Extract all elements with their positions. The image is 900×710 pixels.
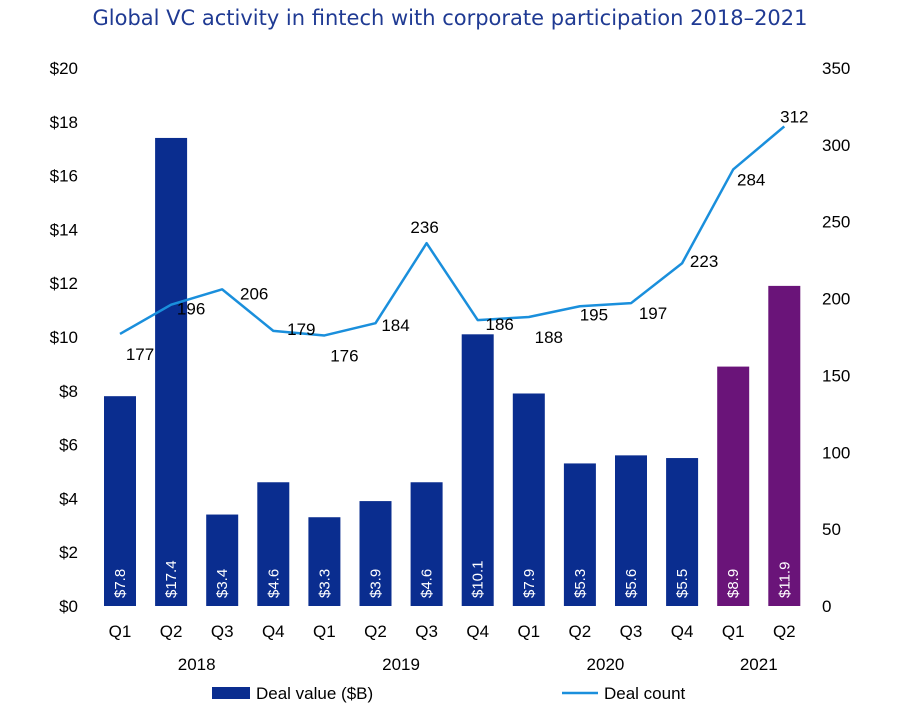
deal-count-label: 197	[639, 304, 667, 323]
deal-count-label: 188	[535, 328, 563, 347]
category-label: Q3	[211, 622, 234, 641]
left-tick-label: $6	[59, 436, 78, 455]
left-tick-label: $2	[59, 543, 78, 562]
left-tick-label: $4	[59, 489, 78, 508]
left-axis: $0 $2 $4 $6 $8 $10 $12 $14 $16 $18 $20	[50, 59, 78, 616]
category-label: Q3	[415, 622, 438, 641]
deal-count-label: 176	[330, 346, 358, 365]
deal-count-label: 179	[287, 320, 315, 339]
deal-value-label: $7.9	[521, 569, 538, 598]
year-label: 2018	[178, 655, 216, 674]
deal-value-bar	[768, 285, 801, 606]
left-tick-label: $8	[59, 382, 78, 401]
right-tick-label: 200	[822, 290, 850, 309]
deal-value-bar	[615, 455, 647, 606]
category-label: Q2	[160, 622, 183, 641]
deal-count-label: 312	[780, 107, 808, 126]
left-tick-label: $20	[50, 59, 78, 78]
bars: $7.8 $17.4 $3.4 $4.6 $3.3 $3.9 $4.6 $10.1 $7.9 $5…	[104, 137, 801, 606]
right-tick-label: 150	[822, 366, 850, 385]
right-tick-label: 350	[822, 59, 850, 78]
deal-value-label: $4.6	[419, 569, 436, 598]
deal-value-bar	[717, 366, 750, 606]
right-tick-label: 100	[822, 443, 850, 462]
right-axis: 0 50 100 150 200 250 300 350	[822, 59, 850, 616]
deal-value-bar	[104, 396, 136, 606]
deal-count-label: 223	[690, 252, 718, 271]
left-tick-label: $18	[50, 113, 78, 132]
legend-bar-label: Deal value ($B)	[256, 684, 373, 703]
deal-value-label: $3.9	[368, 569, 385, 598]
right-tick-label: 300	[822, 136, 850, 155]
deal-value-bar	[257, 482, 290, 606]
category-label: Q4	[671, 622, 694, 641]
left-tick-label: $10	[50, 328, 78, 347]
left-tick-label: $16	[50, 167, 78, 186]
right-tick-label: 50	[822, 520, 841, 539]
deal-value-label: $17.4	[163, 560, 180, 598]
year-label: 2021	[740, 655, 778, 674]
category-label: Q4	[466, 622, 489, 641]
deal-value-bar	[666, 458, 699, 606]
deal-value-bar	[563, 463, 596, 606]
category-label: Q2	[773, 622, 796, 641]
right-tick-label: 250	[822, 213, 850, 232]
legend: Deal value ($B) Deal count	[212, 684, 686, 703]
category-label: Q2	[364, 622, 387, 641]
category-label: Q1	[313, 622, 336, 641]
deal-count-label: 284	[737, 170, 765, 189]
deal-value-label: $4.6	[265, 569, 282, 598]
category-label: Q4	[262, 622, 285, 641]
deal-value-bar	[512, 393, 545, 606]
deal-value-label: $5.3	[572, 569, 589, 598]
deal-value-bar	[308, 517, 341, 606]
category-label: Q1	[109, 622, 132, 641]
deal-value-label: $11.9	[776, 562, 793, 598]
deal-count-line	[119, 125, 786, 337]
legend-line-label: Deal count	[604, 684, 686, 703]
category-label: Q1	[517, 622, 540, 641]
x-axis: Q1 Q2 Q3 Q4 Q1 Q2 Q3 Q4 Q1 Q2 Q3 Q4 Q1 Q2 2018 2019 2020…	[109, 622, 796, 674]
deal-count-label: 196	[177, 300, 205, 319]
deal-value-bar	[410, 482, 443, 606]
category-label: Q1	[722, 622, 745, 641]
year-label: 2019	[382, 655, 420, 674]
deal-value-label: $5.5	[674, 569, 691, 598]
left-tick-label: $0	[59, 597, 78, 616]
deal-value-label: $3.4	[214, 569, 231, 598]
deal-value-label: $5.6	[623, 569, 640, 598]
deal-value-bar	[206, 514, 239, 606]
deal-value-bar	[359, 501, 392, 606]
left-tick-label: $14	[50, 220, 78, 239]
deal-count-label: 177	[126, 345, 154, 364]
chart-title: Global VC activity in fintech with corpo…	[92, 6, 808, 30]
deal-count-label: 195	[580, 305, 608, 324]
right-tick-label: 0	[822, 597, 831, 616]
deal-value-label: $10.1	[470, 560, 487, 598]
deal-value-label: $7.8	[112, 569, 129, 598]
deal-count-series: 177 196 206 179 176 184 236 186 188 195 197 223 284 3…	[119, 107, 808, 365]
category-label: Q2	[569, 622, 592, 641]
deal-count-label: 206	[240, 284, 268, 303]
category-label: Q3	[620, 622, 643, 641]
year-label: 2020	[587, 655, 625, 674]
deal-value-bar	[461, 334, 494, 606]
deal-value-label: $8.9	[725, 569, 742, 598]
deal-count-label: 184	[381, 316, 409, 335]
legend-bar-swatch	[212, 687, 250, 699]
left-tick-label: $12	[50, 274, 78, 293]
deal-value-label: $3.3	[316, 569, 333, 598]
deal-value-bar	[155, 137, 188, 606]
deal-count-label: 186	[486, 315, 514, 334]
deal-count-label: 236	[410, 218, 438, 237]
